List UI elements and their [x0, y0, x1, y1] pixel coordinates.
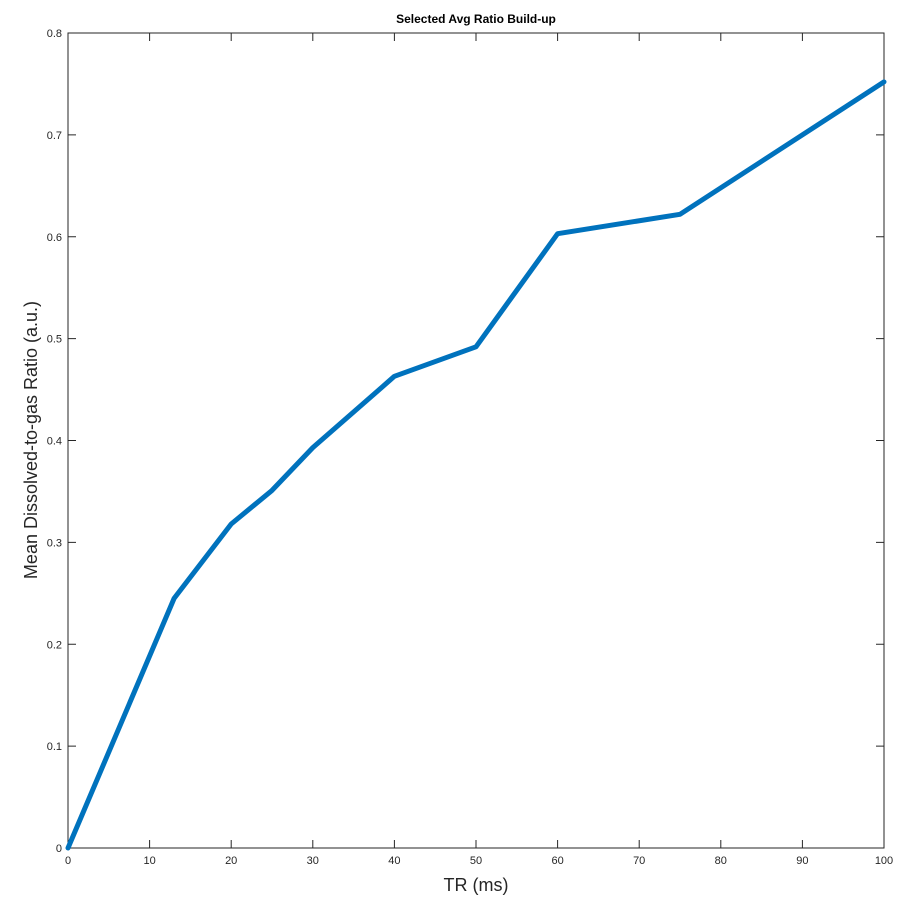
x-tick-label: 80 — [715, 855, 727, 867]
y-axis-label: Mean Dissolved-to-gas Ratio (a.u.) — [21, 301, 41, 579]
x-axis-label: TR (ms) — [444, 875, 509, 895]
x-tick-label: 0 — [65, 855, 71, 867]
x-tick-label: 20 — [225, 855, 237, 867]
x-tick-label: 60 — [551, 855, 563, 867]
x-tick-label: 40 — [388, 855, 400, 867]
x-tick-label: 30 — [307, 855, 319, 867]
y-tick-label: 0.7 — [47, 130, 62, 142]
y-tick-label: 0.3 — [47, 537, 62, 549]
y-tick-label: 0.5 — [47, 334, 62, 346]
x-tick-label: 100 — [875, 855, 893, 867]
x-tick-label: 90 — [796, 855, 808, 867]
y-tick-label: 0.2 — [47, 639, 62, 651]
y-tick-label: 0.8 — [47, 28, 62, 40]
y-tick-label: 0.4 — [47, 436, 62, 448]
x-tick-label: 50 — [470, 855, 482, 867]
plot-area — [68, 33, 884, 848]
x-tick-label: 70 — [633, 855, 645, 867]
y-tick-label: 0.1 — [47, 741, 62, 753]
y-tick-label: 0.6 — [47, 232, 62, 244]
y-tick-label: 0 — [56, 843, 62, 855]
x-tick-label: 10 — [143, 855, 155, 867]
chart-title: Selected Avg Ratio Build-up — [396, 12, 556, 26]
